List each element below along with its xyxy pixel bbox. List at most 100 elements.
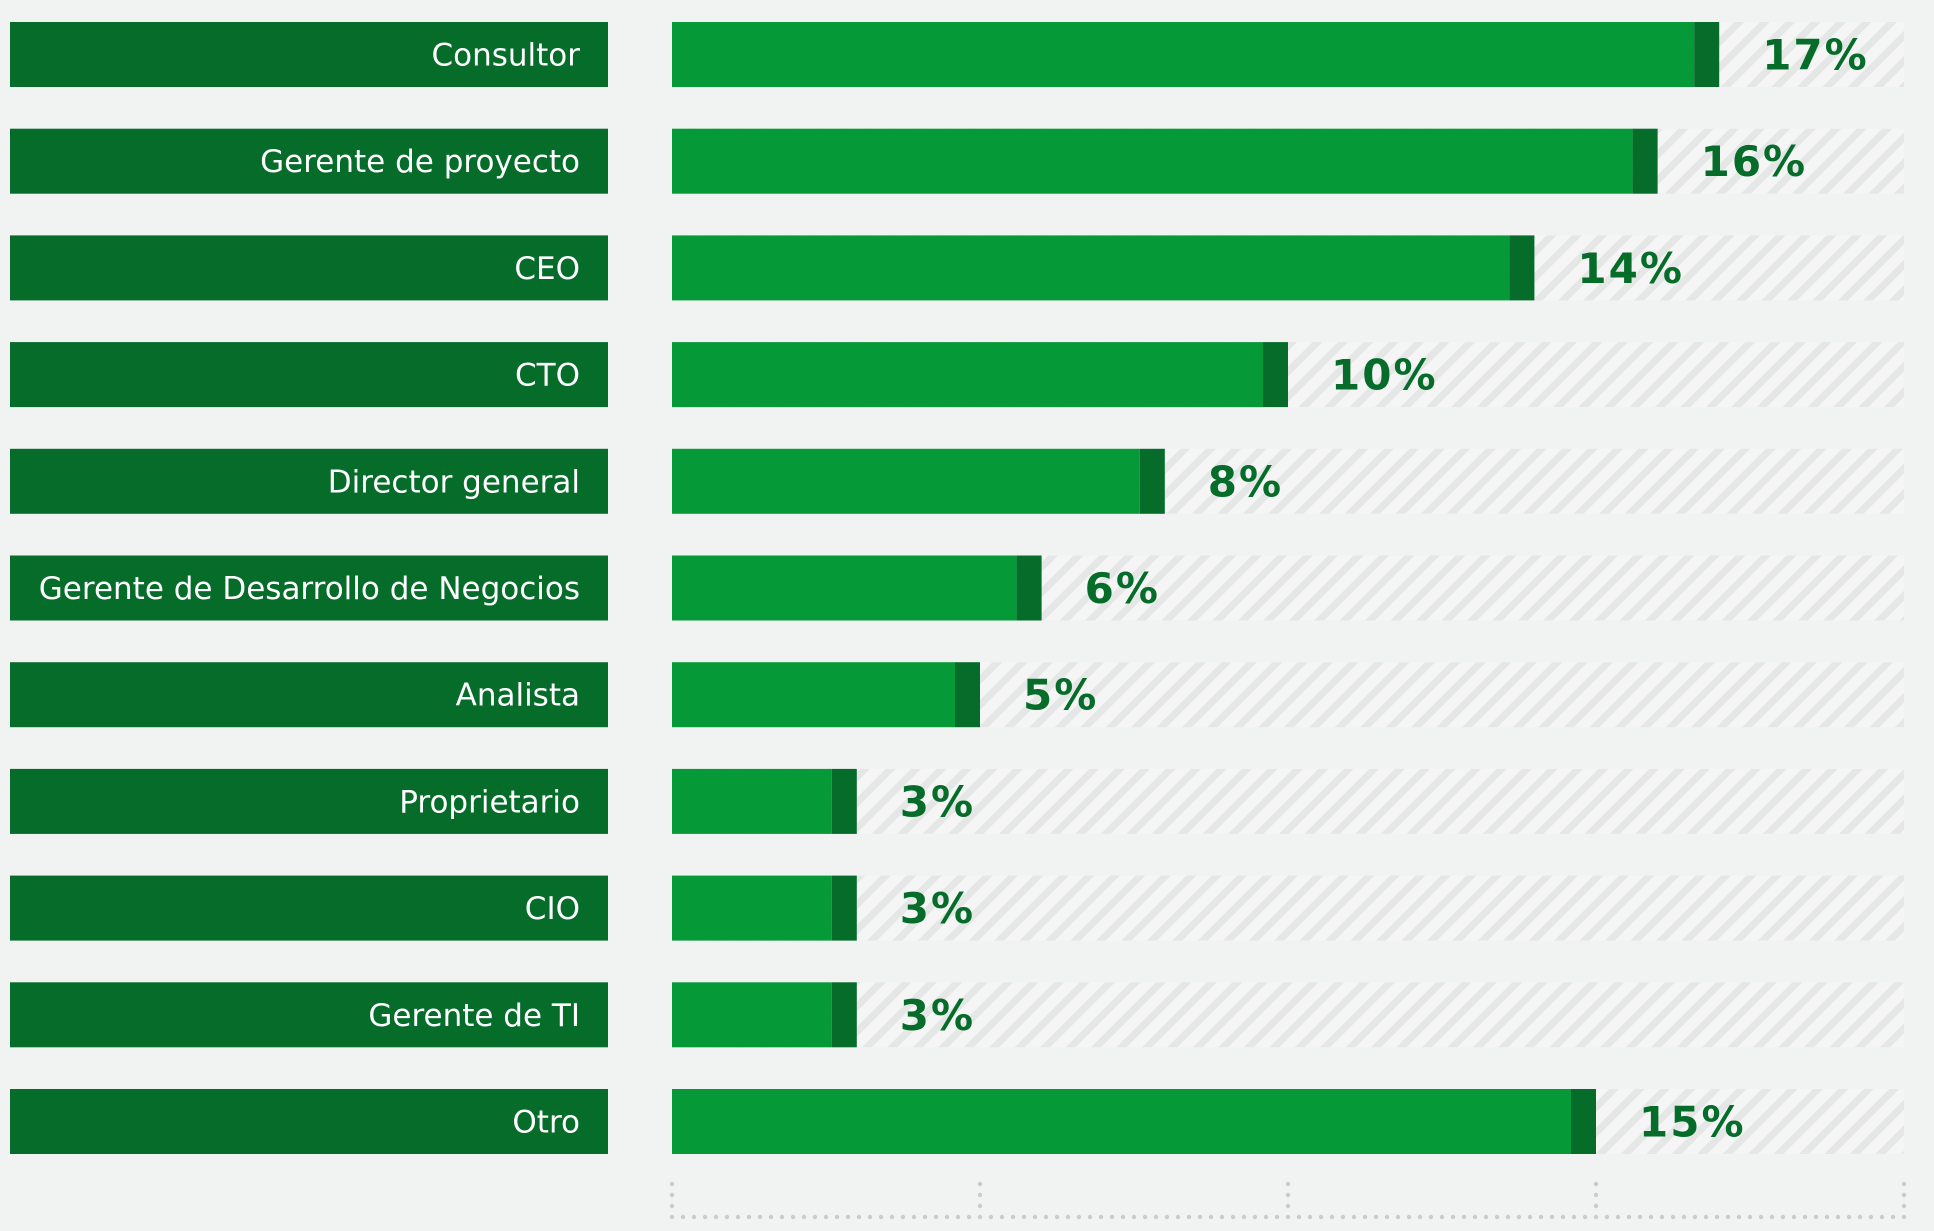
axis-dot xyxy=(889,1214,895,1220)
axis-dot xyxy=(1758,1214,1764,1220)
axis-tick-dot xyxy=(1285,1192,1291,1198)
category-label: Gerente de Desarrollo de Negocios xyxy=(39,571,580,607)
axis-dot xyxy=(1252,1214,1258,1220)
axis-dot xyxy=(1373,1214,1379,1220)
axis-dot xyxy=(680,1214,686,1220)
axis-dot xyxy=(702,1214,708,1220)
axis-dot xyxy=(1417,1214,1423,1220)
axis-dot xyxy=(1175,1214,1181,1220)
axis-dot xyxy=(1648,1214,1654,1220)
axis-dot xyxy=(691,1214,697,1220)
axis-dot xyxy=(922,1214,928,1220)
category-label: CTO xyxy=(515,358,580,394)
axis-dot xyxy=(1230,1214,1236,1220)
axis-dot xyxy=(1032,1214,1038,1220)
axis-dot xyxy=(1549,1214,1555,1220)
axis-dot xyxy=(1296,1214,1302,1220)
category-label: Gerente de proyecto xyxy=(260,144,580,180)
axis-dot xyxy=(1461,1214,1467,1220)
axis-tick-dot xyxy=(1285,1203,1291,1209)
axis-dot xyxy=(878,1214,884,1220)
axis-dot xyxy=(1164,1214,1170,1220)
axis-dot xyxy=(1835,1214,1841,1220)
axis-dot xyxy=(966,1214,972,1220)
bar xyxy=(672,448,1140,514)
axis-dot xyxy=(1395,1214,1401,1220)
axis-dot xyxy=(1483,1214,1489,1220)
axis-dot xyxy=(1604,1214,1610,1220)
axis-dot xyxy=(1516,1214,1522,1220)
bar xyxy=(672,982,832,1048)
axis-dot xyxy=(1329,1214,1335,1220)
category-label: Proprietario xyxy=(399,784,580,820)
axis-dot xyxy=(1076,1214,1082,1220)
axis-dot xyxy=(1670,1214,1676,1220)
axis-dot xyxy=(1362,1214,1368,1220)
value-label: 14% xyxy=(1577,244,1684,293)
x-axis-dots xyxy=(669,1181,1907,1220)
axis-dot xyxy=(1142,1214,1148,1220)
axis-dot xyxy=(724,1214,730,1220)
axis-dot xyxy=(1010,1214,1016,1220)
axis-dot xyxy=(735,1214,741,1220)
bar-track xyxy=(672,875,1904,941)
bar-end-cap xyxy=(831,768,857,834)
bars xyxy=(672,22,1720,1154)
axis-dot xyxy=(1780,1214,1786,1220)
axis-dot xyxy=(790,1214,796,1220)
axis-dot xyxy=(1285,1214,1291,1220)
axis-dot xyxy=(1472,1214,1478,1220)
axis-dot xyxy=(1153,1214,1159,1220)
axis-dot xyxy=(1560,1214,1566,1220)
bar-end-cap xyxy=(1509,235,1535,301)
axis-tick-dot xyxy=(1593,1192,1599,1198)
value-label: 10% xyxy=(1331,351,1438,400)
bar xyxy=(672,342,1263,408)
axis-dot xyxy=(1538,1214,1544,1220)
axis-dot xyxy=(1857,1214,1863,1220)
axis-dot xyxy=(1439,1214,1445,1220)
axis-dot xyxy=(1384,1214,1390,1220)
axis-dot xyxy=(1692,1214,1698,1220)
axis-tick-dot xyxy=(1593,1203,1599,1209)
axis-dot xyxy=(1659,1214,1665,1220)
value-labels: 17% 16% 14% 10% 8% 6% 5% 3% 3% 3% 15% xyxy=(900,31,1867,1147)
category-label-box xyxy=(10,128,608,194)
value-label: 5% xyxy=(1023,671,1098,720)
axis-dot xyxy=(1725,1214,1731,1220)
axis-dot xyxy=(1263,1214,1269,1220)
axis-dot xyxy=(1736,1214,1742,1220)
axis-dot xyxy=(1571,1214,1577,1220)
axis-dot xyxy=(1846,1214,1852,1220)
bar-end-cap xyxy=(1571,1089,1596,1154)
axis-dot xyxy=(1890,1214,1896,1220)
axis-tick-dot xyxy=(1901,1181,1907,1187)
bar-end-cap xyxy=(1263,342,1288,408)
axis-dot xyxy=(1406,1214,1412,1220)
axis-dot xyxy=(1802,1214,1808,1220)
axis-dot xyxy=(1494,1214,1500,1220)
axis-dot xyxy=(1241,1214,1247,1220)
axis-dot xyxy=(669,1214,675,1220)
axis-tick-dot xyxy=(1593,1181,1599,1187)
bar-track xyxy=(672,982,1904,1048)
axis-dot xyxy=(911,1214,917,1220)
axis-dot xyxy=(1824,1214,1830,1220)
bar xyxy=(672,768,832,834)
category-label-box xyxy=(10,875,608,941)
axis-dot xyxy=(1087,1214,1093,1220)
axis-dot xyxy=(1791,1214,1797,1220)
axis-dot xyxy=(1208,1214,1214,1220)
axis-dot xyxy=(1340,1214,1346,1220)
axis-tick-dot xyxy=(1901,1192,1907,1198)
category-label-box xyxy=(10,768,608,834)
category-labels: Consultor Gerente de proyecto CEO CTO Direct… xyxy=(10,22,608,1154)
axis-tick-dot xyxy=(977,1203,983,1209)
axis-tick-dot xyxy=(669,1192,675,1198)
axis-dot xyxy=(955,1214,961,1220)
bar-track xyxy=(672,768,1904,834)
axis-dot xyxy=(1747,1214,1753,1220)
category-label: CIO xyxy=(525,891,580,927)
axis-dot xyxy=(746,1214,752,1220)
